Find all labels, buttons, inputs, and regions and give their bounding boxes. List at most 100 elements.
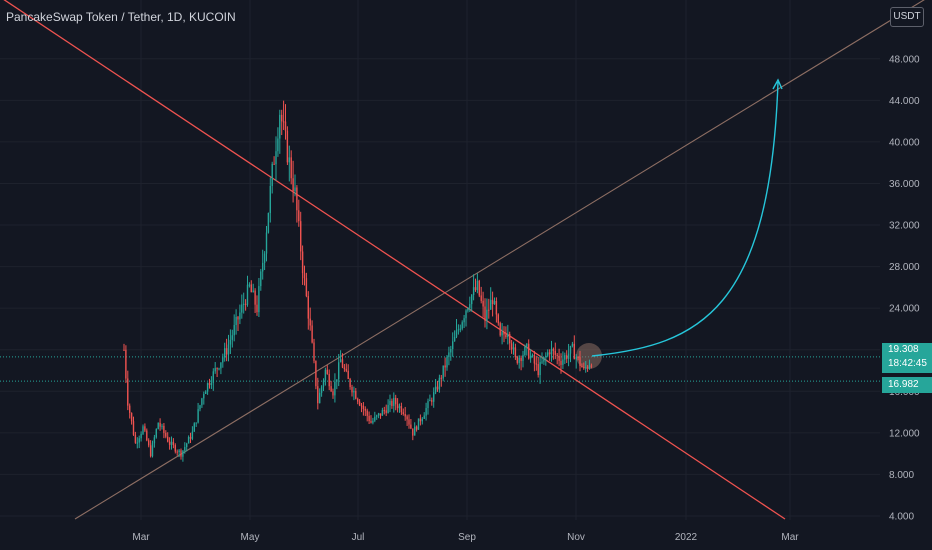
candle-body xyxy=(218,368,220,370)
candle-body xyxy=(442,365,444,379)
candle-body xyxy=(524,346,526,355)
candle-body xyxy=(469,304,471,308)
candle-body xyxy=(286,130,289,163)
candle-body xyxy=(368,415,370,422)
candle-body xyxy=(322,380,325,387)
candle-body xyxy=(389,400,391,406)
candle-body xyxy=(305,278,308,297)
chart-grid xyxy=(0,0,880,520)
candle-body xyxy=(533,355,536,364)
candle-body xyxy=(144,426,146,431)
y-tick-label: 24.000 xyxy=(889,304,920,315)
candle-body xyxy=(155,429,157,438)
candle-body xyxy=(509,333,511,344)
candle-body xyxy=(415,426,418,430)
candle-body xyxy=(345,369,347,371)
candle-body xyxy=(547,352,549,356)
candle-body xyxy=(474,287,477,290)
candle-body xyxy=(148,440,150,446)
candle-body xyxy=(174,445,176,452)
candle-body xyxy=(282,121,285,123)
candle-body xyxy=(522,354,524,361)
candle-body xyxy=(273,163,275,165)
candle-body xyxy=(450,348,452,353)
candle-body xyxy=(362,405,365,409)
candle-body xyxy=(433,392,435,402)
candle-body xyxy=(571,343,574,347)
candle-body xyxy=(129,405,131,413)
candle-body xyxy=(250,284,252,293)
candle-body xyxy=(429,400,431,402)
y-tick-label: 28.000 xyxy=(889,262,920,273)
candle-body xyxy=(172,441,175,446)
candle-body xyxy=(376,415,378,417)
candle-body xyxy=(499,323,501,336)
candle-body xyxy=(212,371,214,383)
candle-body xyxy=(153,437,156,444)
candle-body xyxy=(586,367,589,369)
candle-body xyxy=(493,300,496,305)
candle-body xyxy=(471,295,473,305)
candle-body xyxy=(168,441,171,445)
candle-body xyxy=(507,333,509,338)
candle-body xyxy=(243,303,245,305)
candle-body xyxy=(579,357,581,367)
candle-body xyxy=(319,392,321,404)
candle-body xyxy=(505,334,507,338)
breakout-marker xyxy=(576,343,602,369)
candle-body xyxy=(349,378,351,388)
candle-body xyxy=(339,359,342,363)
candle-body xyxy=(446,357,448,368)
candle-body xyxy=(214,368,216,372)
candle-body xyxy=(398,406,401,409)
chart-title: PancakeSwap Token / Tether, 1D, KUCOIN xyxy=(6,10,236,24)
candle-body xyxy=(222,357,224,363)
candle-body xyxy=(163,425,165,433)
candle-body xyxy=(476,280,479,290)
candle-body xyxy=(127,378,129,406)
candle-body xyxy=(374,416,376,421)
candle-body xyxy=(134,434,137,443)
candle-body xyxy=(590,365,593,367)
candle-body xyxy=(231,335,233,340)
candle-body xyxy=(315,360,317,387)
candle-body xyxy=(528,343,530,359)
candle-body xyxy=(423,415,425,419)
candle-body xyxy=(486,309,488,321)
drawn-trendlines xyxy=(0,0,925,520)
candle-body xyxy=(123,349,125,351)
y-tick-label: 32.000 xyxy=(889,221,920,232)
candle-body xyxy=(537,364,539,376)
candle-body xyxy=(440,377,442,379)
y-tick-label: 8.000 xyxy=(889,470,914,481)
candle-body xyxy=(197,409,199,423)
candle-body xyxy=(237,316,239,320)
currency-unit-button[interactable]: USDT xyxy=(890,7,924,27)
candle-body xyxy=(256,304,258,313)
candle-body xyxy=(444,365,446,368)
candle-body xyxy=(393,397,395,406)
candle-body xyxy=(585,367,587,369)
y-tick-label: 4.000 xyxy=(889,512,914,523)
candle-body xyxy=(520,357,522,361)
candle-body xyxy=(514,347,517,358)
candle-body xyxy=(224,348,226,358)
candle-body xyxy=(564,355,566,360)
candle-body xyxy=(408,419,410,425)
candle-body xyxy=(258,286,260,313)
candle-body xyxy=(526,343,528,347)
candle-body xyxy=(313,342,315,361)
candle-body xyxy=(180,450,182,457)
candle-body xyxy=(307,296,309,319)
candle-body xyxy=(566,355,568,359)
candle-body xyxy=(149,445,152,457)
candle-body xyxy=(364,408,366,411)
candle-body xyxy=(404,413,406,417)
candle-body xyxy=(151,443,154,457)
candle-body xyxy=(227,344,230,355)
candle-body xyxy=(419,418,422,422)
candle-body xyxy=(229,339,232,345)
candle-body xyxy=(186,443,188,448)
candle-body xyxy=(516,357,518,363)
